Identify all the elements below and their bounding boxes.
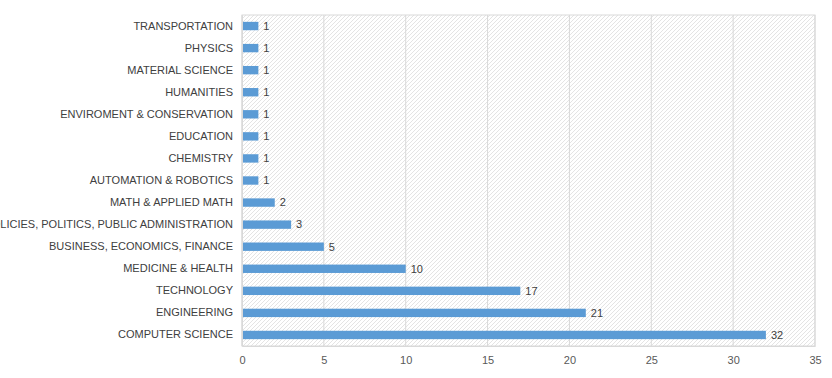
bar <box>242 220 291 228</box>
data-label: 1 <box>263 174 269 186</box>
y-tick: HUMANITIES <box>165 86 242 98</box>
data-label: 1 <box>263 86 269 98</box>
bar <box>242 265 406 273</box>
x-tick-label: 25 <box>646 354 658 366</box>
y-tick: POLICIES, POLITICS, PUBLIC ADMINISTRATIO… <box>0 218 242 230</box>
y-tick: TRANSPORTATION <box>133 20 242 32</box>
y-tick-label: TRANSPORTATION <box>133 20 233 32</box>
y-tick: ENGINEERING <box>156 306 242 318</box>
x-tick: 15 <box>482 346 494 366</box>
y-tick-label: CHEMISTRY <box>168 152 233 164</box>
x-tick-label: 35 <box>809 354 821 366</box>
y-tick: CHEMISTRY <box>168 152 242 164</box>
data-labels: 1111111123510172132 <box>263 20 783 341</box>
data-label: 2 <box>280 196 286 208</box>
x-tick-label: 0 <box>239 354 245 366</box>
x-tick: 5 <box>321 346 327 366</box>
y-tick: BUSINESS, ECONOMICS, FINANCE <box>49 240 242 252</box>
y-tick-label: PHYSICS <box>185 42 233 54</box>
bar <box>242 22 258 30</box>
bar <box>242 243 324 251</box>
x-tick: 30 <box>728 346 740 366</box>
bar <box>242 198 275 206</box>
y-tick: TECHNOLOGY <box>156 284 242 296</box>
y-tick-label: MATH & APPLIED MATH <box>110 196 233 208</box>
y-tick: MATH & APPLIED MATH <box>110 196 242 208</box>
data-label: 5 <box>329 241 335 253</box>
bar <box>242 44 258 52</box>
y-tick-label: POLICIES, POLITICS, PUBLIC ADMINISTRATIO… <box>0 218 233 230</box>
plot: 111111112351017213205101520253035TRANSPO… <box>0 15 822 366</box>
plot-background <box>242 15 815 346</box>
grid-line <box>569 15 570 346</box>
grid-line <box>487 15 488 346</box>
data-label: 1 <box>263 42 269 54</box>
x-tick: 20 <box>564 346 576 366</box>
data-label: 1 <box>263 64 269 76</box>
x-tick: 25 <box>646 346 658 366</box>
y-tick-label: AUTOMATION & ROBOTICS <box>90 174 233 186</box>
y-tick: MEDICINE & HEALTH <box>123 262 242 274</box>
grid-line <box>323 15 324 346</box>
bar <box>242 110 258 118</box>
bar <box>242 176 258 184</box>
bar <box>242 287 520 295</box>
data-label: 1 <box>263 130 269 142</box>
grid <box>242 15 815 346</box>
x-tick: 0 <box>239 346 245 366</box>
y-axis: TRANSPORTATION PHYSICS MATERIAL SCIENCE HUM… <box>0 16 243 347</box>
bars <box>242 22 766 339</box>
x-tick-label: 10 <box>400 354 412 366</box>
x-tick-label: 20 <box>564 354 576 366</box>
y-tick-label: HUMANITIES <box>165 86 233 98</box>
y-tick-label: COMPUTER SCIENCE <box>118 328 233 340</box>
y-axis-line <box>242 16 243 347</box>
grid-line <box>405 15 406 346</box>
data-label: 21 <box>591 307 603 319</box>
y-tick: EDUCATION <box>169 130 242 142</box>
y-tick: COMPUTER SCIENCE <box>118 328 242 340</box>
y-tick-label: MATERIAL SCIENCE <box>127 64 233 76</box>
x-tick: 35 <box>809 346 821 366</box>
y-tick: PHYSICS <box>185 42 242 54</box>
bar <box>242 309 586 317</box>
grid-line <box>242 15 243 346</box>
x-axis: 0 5 10 15 20 25 30 35 <box>239 346 821 366</box>
bar <box>242 132 258 140</box>
chart: 111111112351017213205101520253035TRANSPO… <box>0 0 832 378</box>
y-tick-label: BUSINESS, ECONOMICS, FINANCE <box>49 240 233 252</box>
data-label: 1 <box>263 108 269 120</box>
data-label: 10 <box>411 263 423 275</box>
x-tick-label: 30 <box>728 354 740 366</box>
y-tick: MATERIAL SCIENCE <box>127 64 242 76</box>
data-label: 1 <box>263 152 269 164</box>
y-tick-label: ENGINEERING <box>156 306 233 318</box>
x-tick: 10 <box>400 346 412 366</box>
bar <box>242 66 258 74</box>
y-tick-label: MEDICINE & HEALTH <box>123 262 233 274</box>
data-label: 1 <box>263 20 269 32</box>
x-tick-label: 5 <box>321 354 327 366</box>
y-tick: ENVIROMENT & CONSERVATION <box>60 108 242 120</box>
x-axis-line <box>243 346 816 347</box>
data-label: 32 <box>771 329 783 341</box>
data-label: 17 <box>525 285 537 297</box>
data-label: 3 <box>296 218 302 230</box>
bar <box>242 88 258 96</box>
grid-line <box>733 15 734 346</box>
x-tick-label: 15 <box>482 354 494 366</box>
grid-line <box>651 15 652 346</box>
y-tick-label: TECHNOLOGY <box>156 284 234 296</box>
y-tick: AUTOMATION & ROBOTICS <box>90 174 242 186</box>
y-tick-label: ENVIROMENT & CONSERVATION <box>60 108 233 120</box>
bar <box>242 154 258 162</box>
y-tick-label: EDUCATION <box>169 130 233 142</box>
bar <box>242 331 766 339</box>
grid-line <box>815 15 816 346</box>
